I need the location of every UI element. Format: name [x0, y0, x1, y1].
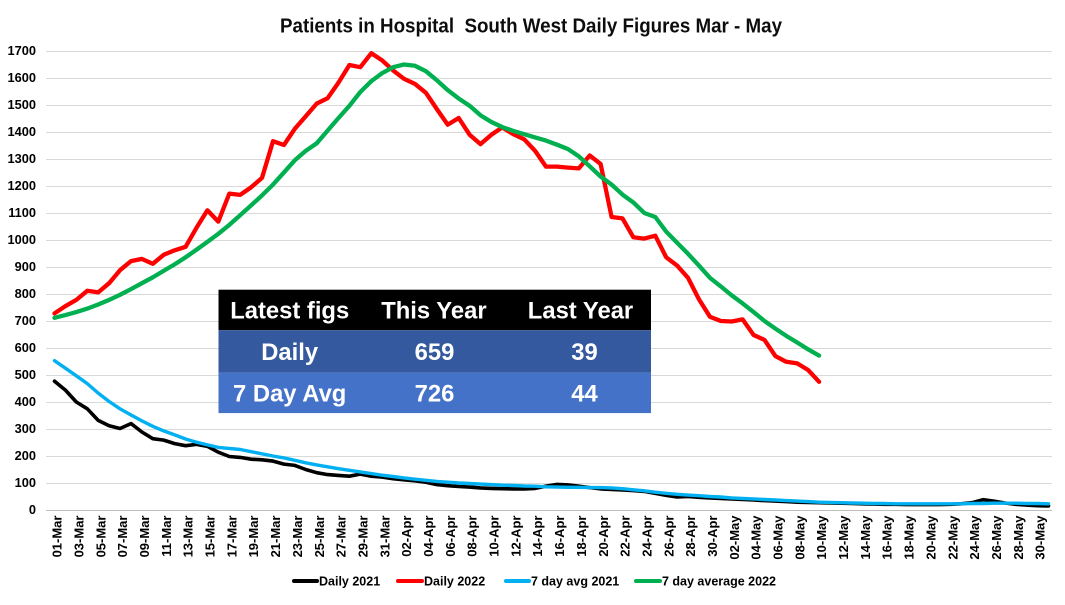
svg-text:39: 39: [571, 339, 597, 366]
svg-text:7 day avg 2021: 7 day avg 2021: [531, 575, 619, 589]
svg-text:08-May: 08-May: [792, 515, 807, 560]
svg-text:20-Apr: 20-Apr: [596, 516, 611, 557]
svg-text:23-Mar: 23-Mar: [290, 516, 305, 558]
svg-text:Latest figs: Latest figs: [230, 298, 349, 325]
svg-text:12-Apr: 12-Apr: [508, 516, 523, 557]
svg-text:01-Mar: 01-Mar: [50, 516, 65, 558]
svg-text:300: 300: [15, 421, 36, 436]
svg-text:Patients in Hospital South We: Patients in Hospital South West Daily Fi…: [280, 15, 783, 38]
svg-text:1500: 1500: [8, 97, 36, 112]
svg-text:44: 44: [571, 381, 598, 408]
svg-text:Daily 2022: Daily 2022: [424, 575, 485, 589]
svg-text:20-May: 20-May: [923, 515, 938, 560]
svg-text:02-May: 02-May: [727, 515, 742, 560]
svg-text:600: 600: [15, 340, 36, 355]
svg-text:500: 500: [15, 367, 36, 382]
svg-text:400: 400: [15, 394, 36, 409]
svg-text:24-Apr: 24-Apr: [639, 516, 654, 557]
svg-text:12-May: 12-May: [836, 515, 851, 560]
svg-text:07-Mar: 07-Mar: [115, 516, 130, 558]
svg-text:1000: 1000: [8, 232, 36, 247]
svg-text:10-Apr: 10-Apr: [487, 516, 502, 557]
svg-text:7 day average 2022: 7 day average 2022: [662, 575, 776, 589]
svg-text:1300: 1300: [8, 151, 36, 166]
svg-text:14-Apr: 14-Apr: [530, 516, 545, 557]
svg-text:26-Apr: 26-Apr: [661, 516, 676, 557]
svg-text:04-Apr: 04-Apr: [421, 516, 436, 557]
svg-text:200: 200: [15, 448, 36, 463]
svg-text:29-Mar: 29-Mar: [355, 516, 370, 558]
svg-text:16-Apr: 16-Apr: [552, 516, 567, 557]
svg-text:13-Mar: 13-Mar: [181, 516, 196, 558]
svg-text:06-Apr: 06-Apr: [443, 516, 458, 557]
svg-text:26-May: 26-May: [989, 515, 1004, 560]
svg-text:15-Mar: 15-Mar: [203, 516, 218, 558]
svg-text:11-Mar: 11-Mar: [159, 516, 174, 557]
svg-text:1100: 1100: [8, 205, 36, 220]
svg-text:Daily 2021: Daily 2021: [319, 575, 380, 589]
svg-text:09-Mar: 09-Mar: [137, 516, 152, 558]
svg-text:18-May: 18-May: [902, 515, 917, 560]
svg-text:1400: 1400: [8, 124, 36, 139]
svg-text:30-Apr: 30-Apr: [705, 516, 720, 557]
svg-text:10-May: 10-May: [814, 515, 829, 560]
svg-text:27-Mar: 27-Mar: [334, 516, 349, 558]
svg-text:0: 0: [29, 502, 36, 517]
svg-text:22-Apr: 22-Apr: [618, 516, 633, 557]
svg-text:02-Apr: 02-Apr: [399, 516, 414, 557]
svg-text:25-Mar: 25-Mar: [312, 516, 327, 558]
svg-text:03-Mar: 03-Mar: [71, 516, 86, 558]
svg-text:726: 726: [415, 381, 455, 408]
svg-text:21-Mar: 21-Mar: [268, 516, 283, 558]
svg-text:28-May: 28-May: [1011, 515, 1026, 560]
svg-text:06-May: 06-May: [771, 515, 786, 560]
svg-text:100: 100: [15, 475, 36, 490]
svg-text:24-May: 24-May: [967, 515, 982, 560]
svg-text:30-May: 30-May: [1033, 515, 1048, 560]
svg-text:700: 700: [15, 313, 36, 328]
svg-text:08-Apr: 08-Apr: [465, 516, 480, 557]
svg-text:31-Mar: 31-Mar: [377, 516, 392, 558]
svg-text:This Year: This Year: [381, 298, 486, 325]
svg-text:16-May: 16-May: [880, 515, 895, 560]
svg-text:05-Mar: 05-Mar: [93, 516, 108, 558]
svg-text:659: 659: [415, 339, 455, 366]
svg-text:800: 800: [15, 286, 36, 301]
svg-text:Last Year: Last Year: [528, 298, 633, 325]
svg-text:18-Apr: 18-Apr: [574, 516, 589, 557]
svg-text:1200: 1200: [8, 178, 36, 193]
svg-text:19-Mar: 19-Mar: [246, 516, 261, 558]
svg-text:7 Day Avg: 7 Day Avg: [233, 381, 346, 408]
svg-text:Daily: Daily: [261, 339, 319, 366]
svg-text:1600: 1600: [8, 70, 36, 85]
svg-text:17-Mar: 17-Mar: [224, 516, 239, 558]
svg-text:28-Apr: 28-Apr: [683, 516, 698, 557]
svg-text:14-May: 14-May: [858, 515, 873, 560]
svg-text:1700: 1700: [8, 43, 36, 58]
svg-text:22-May: 22-May: [945, 515, 960, 560]
svg-text:04-May: 04-May: [749, 515, 764, 560]
svg-text:900: 900: [15, 259, 36, 274]
